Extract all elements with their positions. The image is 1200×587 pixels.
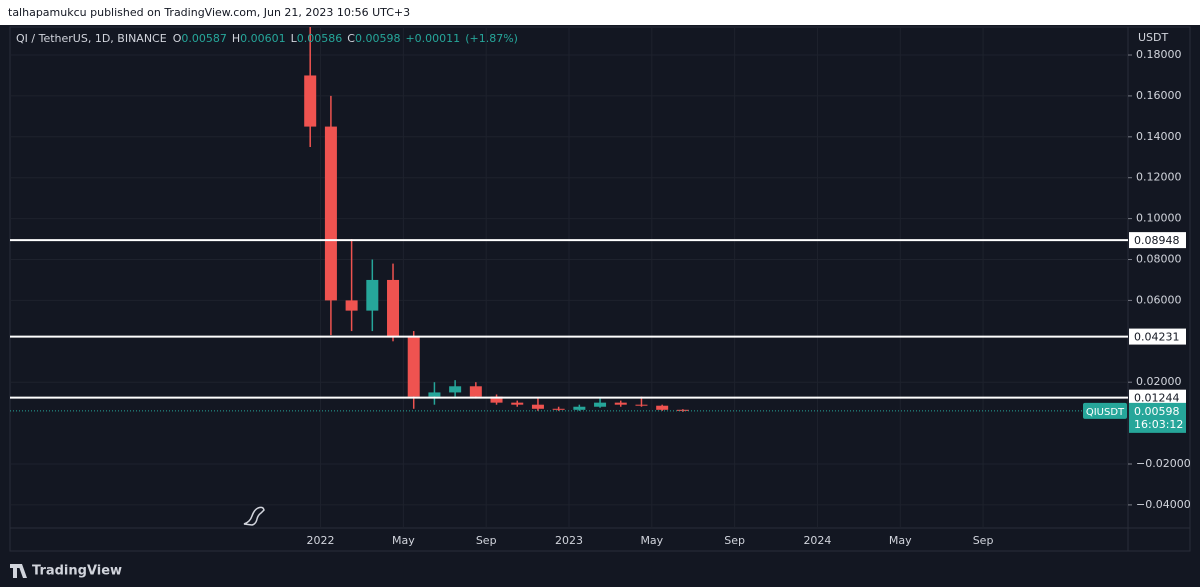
candle-body [324, 126, 337, 301]
candle-body [469, 386, 482, 397]
candle-body [656, 405, 669, 410]
level-label-box [1129, 328, 1186, 345]
x-tick-label: Sep [724, 534, 745, 547]
level-label: 0.08948 [1134, 234, 1180, 247]
footer [0, 553, 1200, 587]
legend-value: 0.00598 [355, 32, 401, 45]
candle-body [428, 392, 441, 397]
candle-body [407, 337, 420, 397]
level-label-box [1129, 232, 1186, 249]
candle-body [366, 279, 379, 311]
candle-body [614, 402, 627, 405]
y-tick-label: 0.02000 [1136, 375, 1182, 388]
brand: TradingView [32, 564, 122, 579]
level-label: 0.01244 [1134, 392, 1180, 405]
publisher: talhapamukcu published on TradingView.co… [8, 6, 410, 19]
candle-body [573, 406, 586, 410]
symbol-box [1083, 402, 1127, 419]
panel [9, 26, 1191, 552]
axis-unit: USDT [1138, 31, 1169, 44]
candle-body [449, 386, 462, 393]
symbol-label: QIUSDT [1086, 407, 1125, 418]
legend-key: L [291, 32, 298, 45]
y-tick-label: 0.08000 [1136, 253, 1182, 266]
x-tick-label: May [392, 534, 415, 547]
candle-body [594, 402, 607, 407]
legend-value: 0.00587 [181, 32, 227, 45]
y-tick-label: 0.16000 [1136, 89, 1182, 102]
x-tick-label: Sep [476, 534, 497, 547]
legend-value: 0.00586 [297, 32, 343, 45]
last-price-box [1129, 402, 1186, 433]
countdown-label: 16:03:12 [1134, 418, 1183, 431]
logo-icon [243, 506, 265, 526]
x-tick-label: May [889, 534, 912, 547]
x-tick-label: 2022 [307, 534, 335, 547]
y-tick-label: 0.14000 [1136, 130, 1182, 143]
candle-body [345, 300, 358, 311]
x-tick-label: 2024 [803, 534, 831, 547]
candle-body [635, 404, 648, 406]
x-tick-label: May [640, 534, 663, 547]
level-label-box [1129, 389, 1186, 406]
level-label: 0.04231 [1134, 331, 1180, 344]
candle-body [511, 402, 524, 405]
legend-key: C [347, 32, 355, 45]
y-tick-label: 0.18000 [1136, 48, 1182, 61]
last-price-label: 0.00598 [1134, 405, 1180, 418]
legend-value: 0.00601 [240, 32, 286, 45]
top-bar [0, 0, 1200, 25]
candle-body [304, 75, 317, 127]
y-tick-label: 0.06000 [1136, 293, 1182, 306]
legend-key: O [173, 32, 182, 45]
candle-body [552, 408, 565, 410]
legend-change: +0.00011 [405, 32, 460, 45]
y-tick-label: 0.10000 [1136, 212, 1182, 225]
legend-change-pct: (+1.87%) [465, 32, 518, 45]
legend: QI / TetherUS, 1D, BINANCE O0.00587 H0.006… [16, 32, 518, 45]
y-tick-label: −0.02000 [1136, 457, 1191, 470]
candle-body [490, 396, 503, 403]
candle-body [676, 409, 689, 411]
legend-symbol: QI / TetherUS, 1D, BINANCE [16, 32, 167, 45]
candle-body [387, 279, 400, 338]
candle-body [531, 404, 544, 409]
x-tick-label: Sep [973, 534, 994, 547]
x-tick-label: 2023 [555, 534, 583, 547]
brand-icon [10, 564, 27, 578]
y-tick-label: 0.12000 [1136, 171, 1182, 184]
y-tick-label: −0.04000 [1136, 498, 1191, 511]
legend-key: H [232, 32, 240, 45]
